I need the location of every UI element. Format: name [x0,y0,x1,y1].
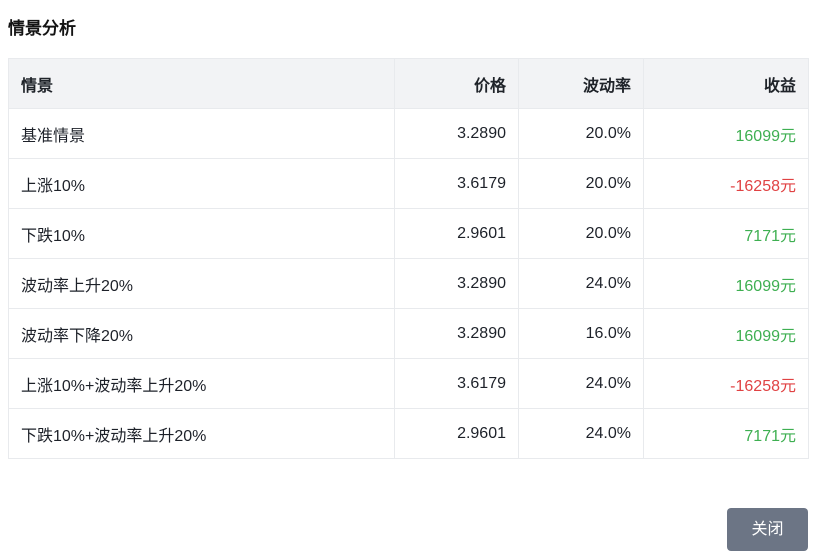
cell-scenario: 上涨10%+波动率上升20% [8,358,395,409]
cell-price: 3.2890 [394,308,519,359]
table-row: 上涨10%+波动率上升20% 3.6179 24.0% -16258元 [8,358,809,409]
cell-scenario: 下跌10%+波动率上升20% [8,408,395,459]
cell-price: 3.6179 [394,158,519,209]
table-row: 下跌10% 2.9601 20.0% 7171元 [8,208,809,259]
table-row: 下跌10%+波动率上升20% 2.9601 24.0% 7171元 [8,408,809,459]
cell-profit: 16099元 [643,308,809,359]
cell-scenario: 基准情景 [8,108,395,159]
cell-volatility: 24.0% [518,408,644,459]
cell-profit: 7171元 [643,408,809,459]
cell-volatility: 24.0% [518,358,644,409]
scenario-table: 情景 价格 波动率 收益 基准情景 3.2890 20.0% 16099元 上涨10% 3.61… [8,58,809,459]
cell-scenario: 上涨10% [8,158,395,209]
cell-volatility: 20.0% [518,108,644,159]
table-row: 基准情景 3.2890 20.0% 16099元 [8,108,809,159]
cell-profit: 16099元 [643,108,809,159]
cell-volatility: 20.0% [518,208,644,259]
table-body: 基准情景 3.2890 20.0% 16099元 上涨10% 3.6179 20.0% -16… [8,108,809,459]
cell-profit: 16099元 [643,258,809,309]
cell-price: 2.9601 [394,408,519,459]
cell-price: 3.6179 [394,358,519,409]
cell-profit: -16258元 [643,158,809,209]
table-header: 情景 价格 波动率 收益 [8,58,809,109]
table-row: 上涨10% 3.6179 20.0% -16258元 [8,158,809,209]
cell-profit: 7171元 [643,208,809,259]
cell-volatility: 20.0% [518,158,644,209]
cell-volatility: 16.0% [518,308,644,359]
table-row: 波动率上升20% 3.2890 24.0% 16099元 [8,258,809,309]
table-row: 波动率下降20% 3.2890 16.0% 16099元 [8,308,809,359]
column-header-profit: 收益 [643,58,809,109]
page-title: 情景分析 [8,19,76,38]
cell-price: 3.2890 [394,258,519,309]
cell-volatility: 24.0% [518,258,644,309]
cell-price: 2.9601 [394,208,519,259]
header-row: 情景 价格 波动率 收益 [8,58,809,109]
column-header-scenario: 情景 [8,58,395,109]
column-header-volatility: 波动率 [518,58,644,109]
cell-price: 3.2890 [394,108,519,159]
cell-scenario: 波动率上升20% [8,258,395,309]
close-button[interactable]: 关闭 [727,508,808,551]
column-header-price: 价格 [394,58,519,109]
cell-scenario: 波动率下降20% [8,308,395,359]
cell-scenario: 下跌10% [8,208,395,259]
cell-profit: -16258元 [643,358,809,409]
